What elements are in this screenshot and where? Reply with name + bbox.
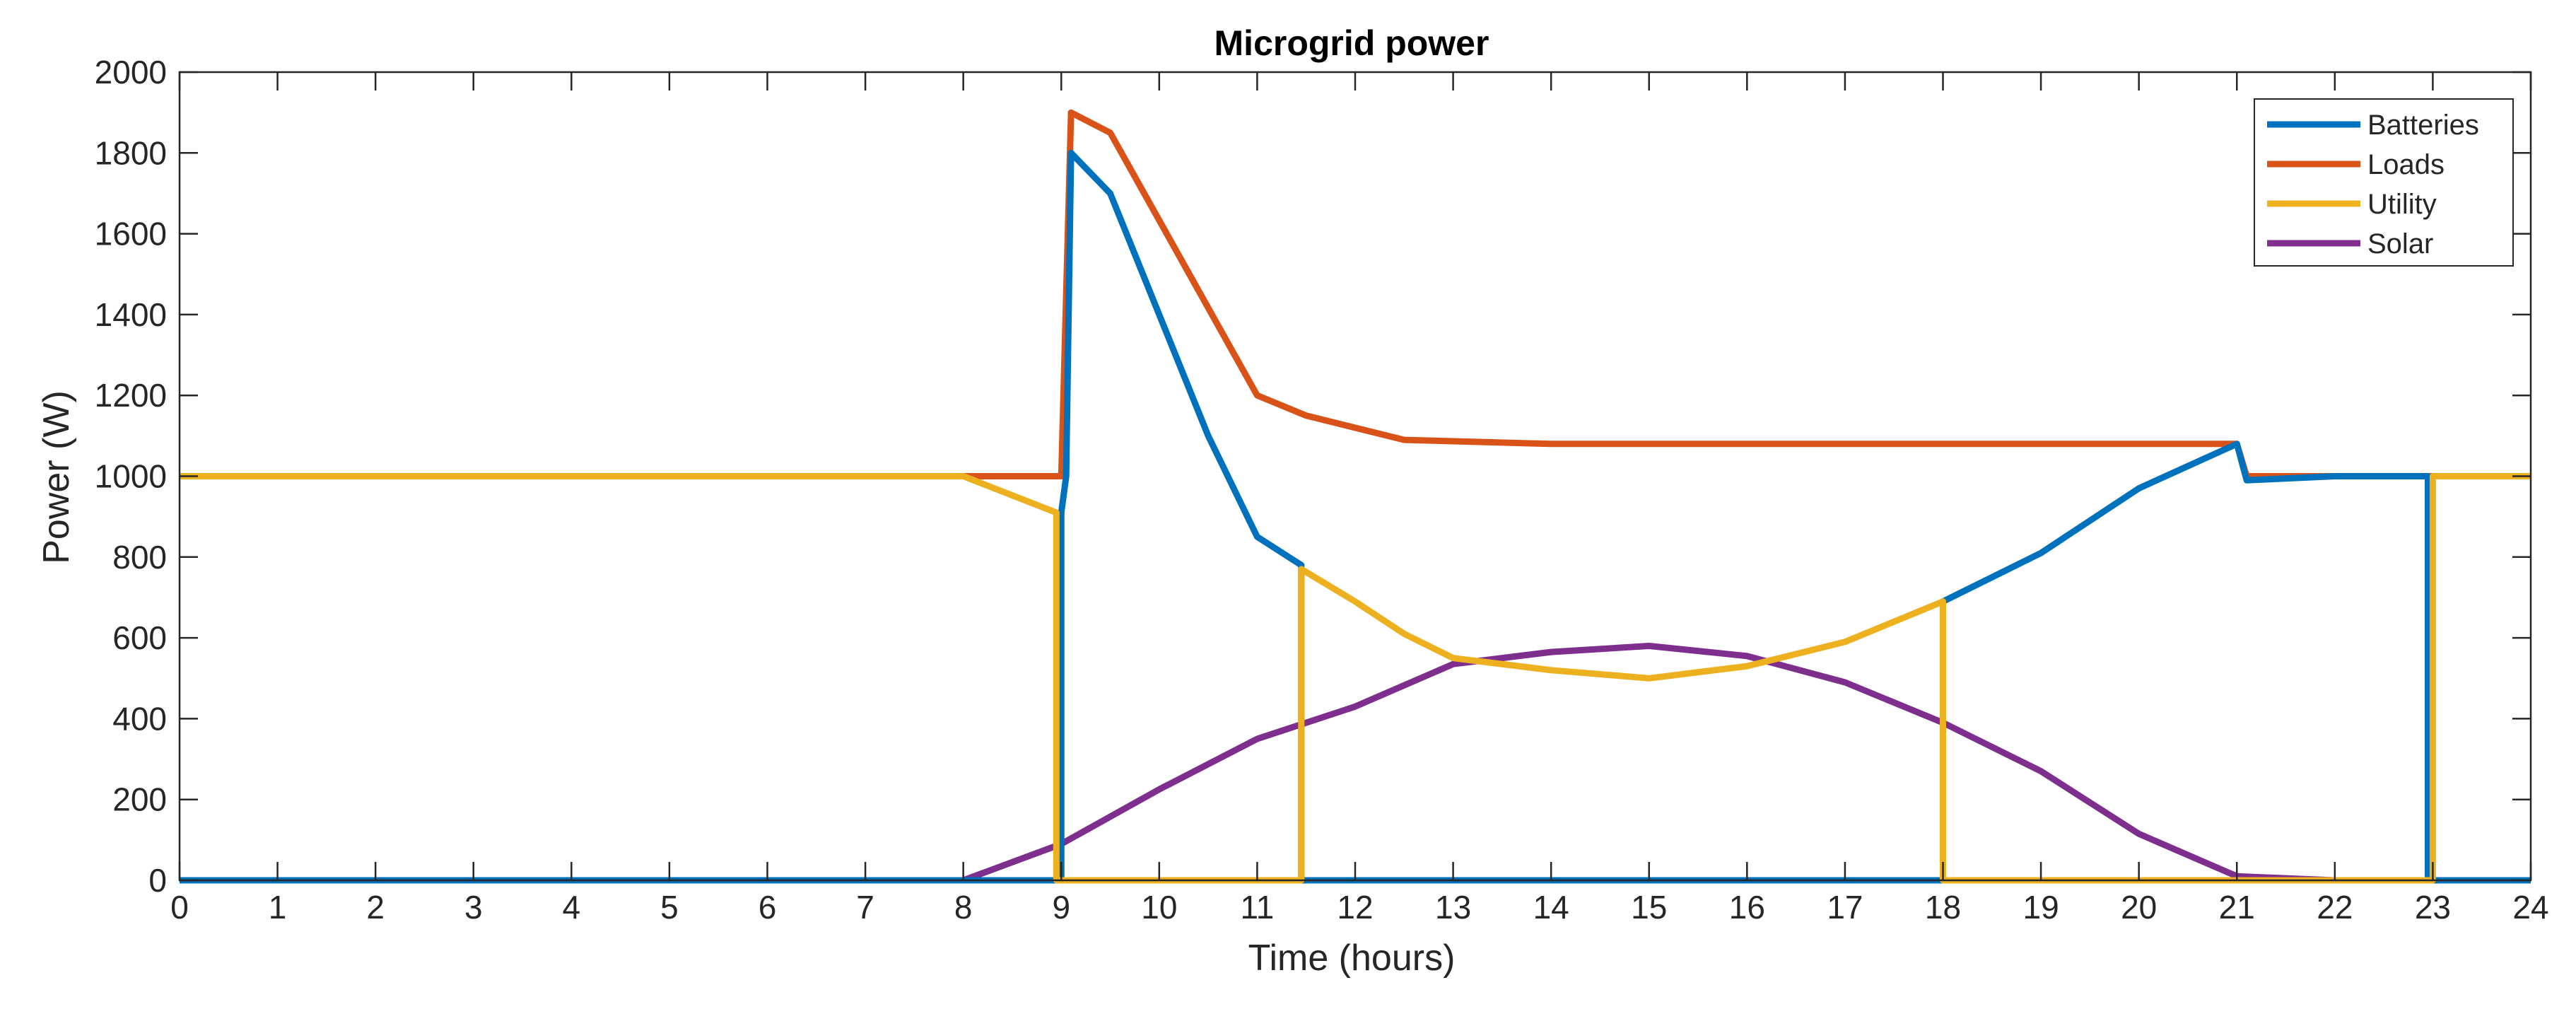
x-tick-label: 16 — [1729, 889, 1765, 926]
y-tick-label: 1200 — [95, 377, 167, 414]
y-axis-title: Power (W) — [36, 390, 77, 564]
x-axis-title: Time (hours) — [1248, 938, 1456, 979]
x-tick-label: 4 — [563, 889, 581, 926]
y-tick-label: 1800 — [95, 134, 167, 171]
x-tick-label: 24 — [2512, 889, 2548, 926]
legend-label-solar: Solar — [2367, 228, 2433, 259]
y-tick-label: 1400 — [95, 296, 167, 333]
axes-layer: 0 1 2 3 4 5 6 7 8 9 10 11 12 13 14 15 16 17 18 19 20 21 22 23 24… — [95, 54, 2549, 926]
x-tick-label: 13 — [1435, 889, 1471, 926]
x-tick-label: 22 — [2317, 889, 2353, 926]
series-line-solar — [180, 643, 2531, 884]
y-tick-label: 2000 — [95, 54, 167, 91]
legend-label-loads: Loads — [2367, 149, 2445, 180]
x-tick-label: 21 — [2219, 889, 2255, 926]
x-tick-label: 23 — [2415, 889, 2451, 926]
legend-label-utility: Utility — [2367, 189, 2437, 220]
x-tick-label: 11 — [1241, 889, 1275, 926]
x-tick-label: 8 — [954, 889, 973, 926]
x-tick-label: 17 — [1827, 889, 1863, 926]
x-tick-label: 18 — [1925, 889, 1961, 926]
x-tick-label: 19 — [2022, 889, 2059, 926]
y-tick-label: 0 — [148, 862, 167, 899]
x-tick-label: 15 — [1631, 889, 1667, 926]
x-tick-label: 7 — [856, 889, 874, 926]
x-tick-label: 0 — [170, 889, 189, 926]
x-tick-label: 6 — [759, 889, 777, 926]
legend: Batteries Loads Utility Solar — [2254, 98, 2514, 267]
y-tick-label: 1000 — [95, 458, 167, 495]
x-tick-label: 3 — [464, 889, 483, 926]
x-tick-label: 14 — [1533, 889, 1569, 926]
chart-title: Microgrid power — [1214, 23, 1489, 63]
x-tick-label: 1 — [269, 889, 287, 926]
x-tick-label: 10 — [1141, 889, 1177, 926]
y-tick-label: 800 — [112, 539, 167, 576]
y-tick-label: 1600 — [95, 216, 167, 252]
x-tick-label: 20 — [2121, 889, 2157, 926]
y-tick-label: 200 — [112, 781, 167, 818]
y-tick-label: 400 — [112, 700, 167, 737]
x-tick-label: 5 — [660, 889, 679, 926]
x-tick-label: 12 — [1337, 889, 1373, 926]
x-tick-label: 2 — [366, 889, 385, 926]
y-tick-label: 600 — [112, 619, 167, 656]
x-tick-label: 9 — [1052, 889, 1070, 926]
legend-label-batteries: Batteries — [2367, 110, 2479, 141]
